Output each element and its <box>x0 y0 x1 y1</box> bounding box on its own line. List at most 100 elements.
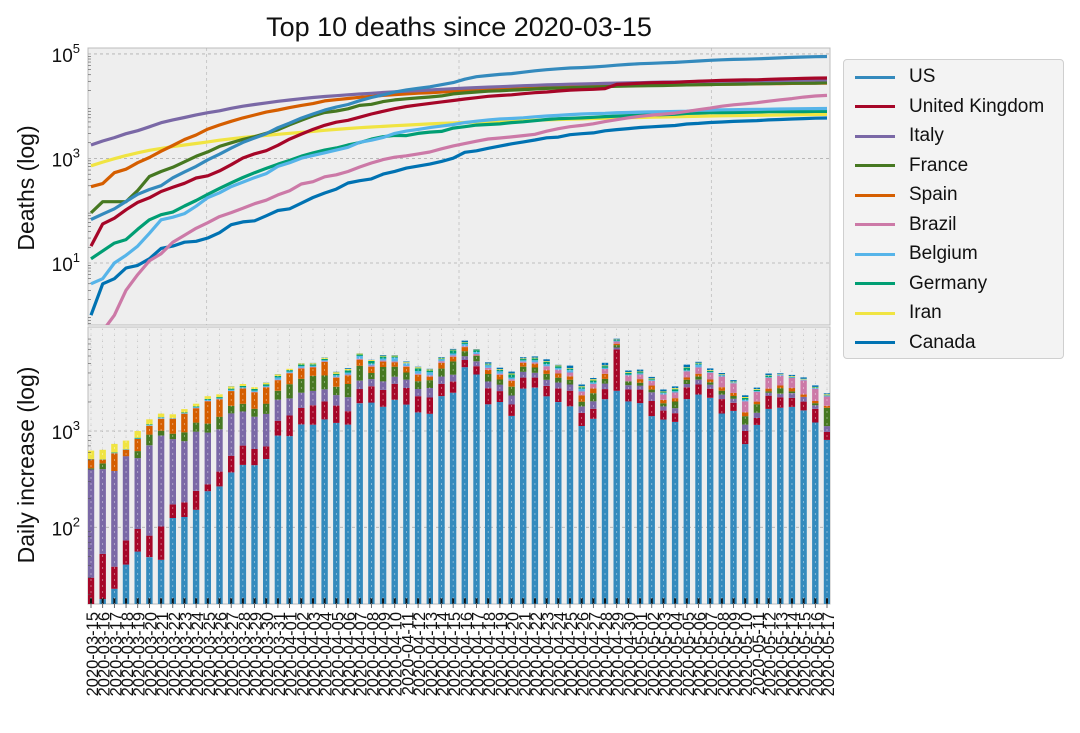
bar-segment-france <box>438 368 445 377</box>
bar-segment-germany <box>753 389 761 391</box>
bar-segment-france <box>636 382 644 386</box>
bar-segment-united-kingdom <box>228 455 235 473</box>
bar-segment-belgium <box>496 371 504 374</box>
bar-segment-canada <box>648 376 655 379</box>
bar-segment-us <box>216 486 223 604</box>
bar-segment-brazil <box>520 361 527 363</box>
bar-segment-italy <box>274 399 282 421</box>
bar-segment-germany <box>625 372 632 375</box>
bar-segment-us <box>555 402 562 604</box>
bar-segment-spain <box>309 367 317 376</box>
bar-segment-france <box>414 381 422 389</box>
bar-segment-france <box>263 403 270 414</box>
bar-segment-spain <box>578 395 585 402</box>
bar-segment-france <box>625 381 632 386</box>
bar-segment-germany <box>344 370 352 373</box>
legend-swatch <box>855 341 895 344</box>
bar-segment-brazil <box>543 366 550 371</box>
x-tick-label: 2020-03-19 <box>131 612 149 696</box>
bar-segment-italy <box>403 379 410 388</box>
bar-segment-united-kingdom <box>251 449 258 466</box>
bar-segment-italy <box>438 376 445 384</box>
bar-segment-united-kingdom <box>204 484 211 492</box>
bar-segment-italy <box>391 376 398 384</box>
bar-segment-germany <box>251 389 258 391</box>
bar-segment-italy <box>356 380 363 390</box>
bar-segment-canada <box>496 367 504 370</box>
bar-segment-us <box>403 404 410 604</box>
bar-segment-canada <box>578 384 585 387</box>
bar-segment-iran <box>543 361 550 362</box>
bar-segment-germany <box>228 388 235 390</box>
bar-segment-iran <box>333 372 340 374</box>
bar-segment-spain <box>543 370 550 374</box>
bar-segment-us <box>204 491 211 604</box>
bar-segment-spain <box>286 373 293 385</box>
x-tick-label: 2020-05-11 <box>750 612 768 695</box>
x-tick-label: 2020-03-17 <box>107 612 125 696</box>
x-tick-label: 2020-04-25 <box>563 612 581 696</box>
bar-segment-brazil <box>473 354 480 356</box>
bar-segment-belgium <box>823 395 830 397</box>
bar-segment-italy <box>718 394 725 400</box>
bar-segment-belgium <box>601 367 609 369</box>
bar-segment-italy <box>309 390 317 406</box>
bar-segment-germany <box>520 359 527 361</box>
x-tick-label: 2020-05-12 <box>762 612 780 696</box>
bar-segment-belgium <box>765 377 772 378</box>
bar-segment-italy <box>379 381 387 390</box>
bar-segment-france <box>578 401 585 407</box>
bottom-y-axis-label: Daily increase (log) <box>13 367 39 564</box>
x-tick-label: 2020-05-07 <box>703 612 721 696</box>
bar-segment-spain <box>134 439 141 452</box>
bar-segment-belgium <box>753 391 761 392</box>
bar-segment-united-kingdom <box>333 405 340 423</box>
bar-segment-us <box>321 419 328 604</box>
legend-swatch <box>855 311 895 315</box>
bar-segment-spain <box>590 388 597 394</box>
x-tick-label: 2020-03-28 <box>236 612 254 696</box>
x-tick-label: 2020-04-21 <box>516 612 534 696</box>
bar-segment-iran <box>660 391 667 393</box>
legend-label: Germany <box>909 272 988 294</box>
legend-item-spain: Spain <box>844 183 958 207</box>
x-tick-label: 2020-04-18 <box>481 612 499 696</box>
bar-segment-brazil <box>590 383 597 389</box>
bar-segment-united-kingdom <box>88 577 95 604</box>
x-tick-label: 2020-04-26 <box>575 612 593 696</box>
bar-segment-iran <box>590 379 597 381</box>
x-tick-label: 2020-05-04 <box>668 612 686 696</box>
bar-segment-us <box>239 464 247 604</box>
bar-segment-united-kingdom <box>239 445 247 465</box>
bar-segment-spain <box>321 361 328 376</box>
legend-swatch <box>855 282 895 285</box>
bar-segment-brazil <box>765 377 772 389</box>
bar-segment-spain <box>485 369 492 374</box>
legend-item-us: US <box>844 65 935 89</box>
bar-segment-france <box>146 434 153 446</box>
bar-segment-italy <box>228 413 235 456</box>
bar-segment-spain <box>274 380 282 391</box>
bar-segment-france <box>508 386 515 396</box>
bar-segment-brazil <box>333 377 340 378</box>
bar-segment-germany <box>356 354 363 356</box>
x-tick-label: 2020-04-27 <box>586 612 604 696</box>
bar-segment-us <box>777 407 784 604</box>
bar-segment-brazil <box>823 396 830 406</box>
bar-segment-united-kingdom <box>590 408 597 419</box>
bar-segment-iran <box>122 440 130 450</box>
bar-segment-italy <box>777 393 784 398</box>
legend-swatch <box>855 105 895 108</box>
bar-segment-us <box>648 416 655 604</box>
bar-segment-spain <box>636 379 644 383</box>
bar-segment-united-kingdom <box>146 535 153 558</box>
bar-segment-canada <box>625 370 632 372</box>
bar-segment-iran <box>578 386 585 388</box>
bar-segment-brazil <box>601 368 609 374</box>
bar-segment-canada <box>683 364 690 368</box>
bar-segment-brazil <box>356 358 363 360</box>
bar-segment-united-kingdom <box>134 529 141 552</box>
bar-segment-united-kingdom <box>403 388 410 405</box>
bar-segment-united-kingdom <box>391 383 398 400</box>
x-tick-label: 2020-05-08 <box>715 612 733 696</box>
